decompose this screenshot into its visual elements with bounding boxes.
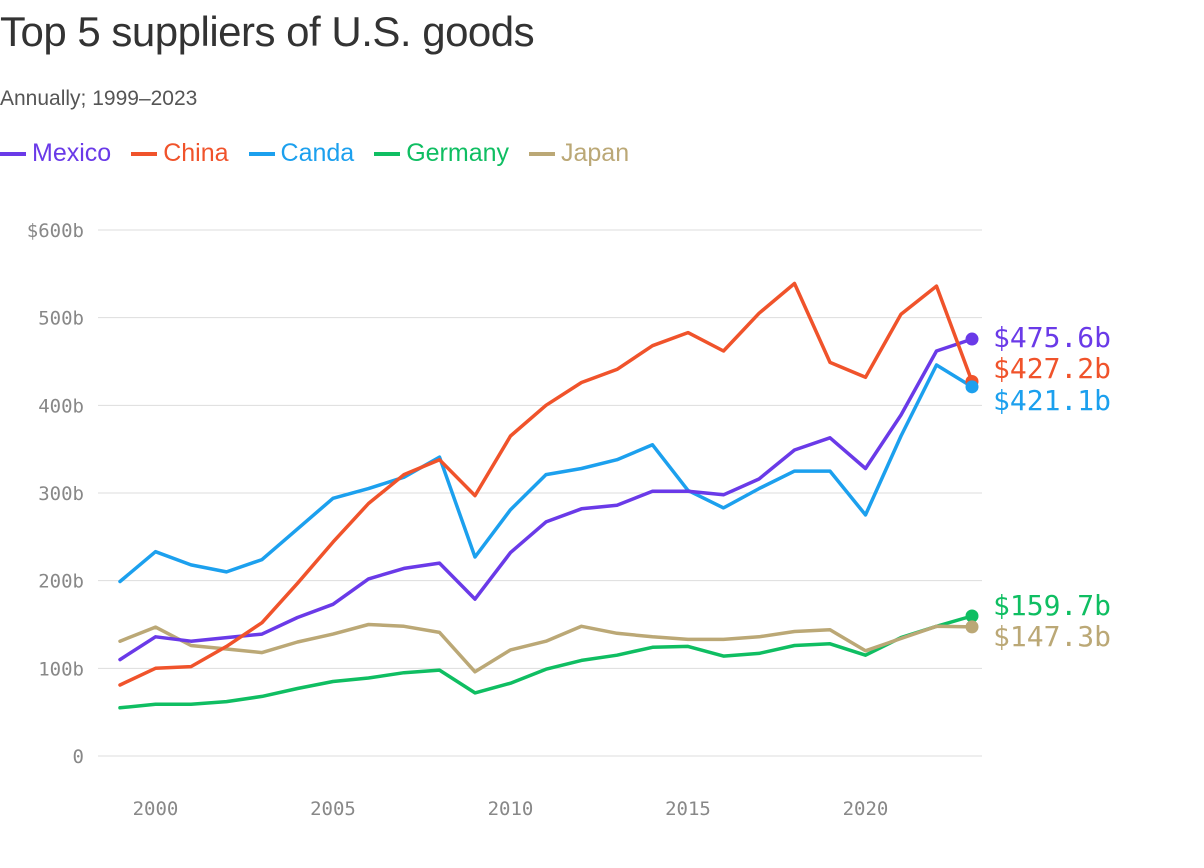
series-line-japan (118, 622, 974, 674)
end-point-germany (965, 609, 979, 623)
legend-label: Mexico (32, 139, 112, 167)
legend-item-japan: Japan (529, 139, 629, 168)
legend-swatch (374, 151, 401, 156)
series-line-germany (118, 614, 974, 710)
legend-item-germany: Germany (374, 139, 509, 168)
series-line-china (118, 281, 974, 687)
y-tick-label: 100b (38, 658, 84, 680)
legend-label: China (163, 139, 229, 167)
series-line-mexico (118, 337, 974, 662)
x-tick-label: 2005 (310, 798, 356, 820)
legend-label: Germany (406, 139, 509, 167)
x-tick-label: 2020 (843, 798, 889, 820)
chart-subtitle: Annually; 1999–2023 (0, 87, 198, 110)
y-tick-label: 400b (38, 395, 84, 417)
y-tick-label: 0 (73, 746, 84, 768)
legend-label: Japan (561, 139, 630, 167)
legend-item-canda: Canda (248, 139, 355, 168)
x-tick-label: 2010 (488, 798, 534, 820)
chart-title: Top 5 suppliers of U.S. goods (0, 8, 535, 55)
end-label-japan: $147.3b (993, 620, 1111, 653)
y-tick-label: 500b (38, 308, 84, 330)
end-label-germany: $159.7b (993, 589, 1111, 622)
end-point-mexico (965, 332, 979, 346)
end-point-japan (965, 620, 979, 634)
legend-swatch (248, 151, 275, 156)
end-point-canda (965, 380, 979, 394)
legend-label: Canda (280, 139, 355, 167)
end-label-china: $427.2b (993, 352, 1111, 385)
y-tick-label: 200b (38, 571, 84, 593)
legend-swatch (529, 151, 555, 156)
legend-swatch (0, 151, 26, 156)
legend: Mexico China Canda Germany Japan (0, 139, 649, 168)
end-label-canda: $421.1b (993, 384, 1111, 417)
legend-item-china: China (131, 139, 229, 168)
y-tick-label: 300b (38, 483, 84, 505)
legend-item-mexico: Mexico (0, 139, 111, 168)
x-tick-label: 2000 (133, 798, 179, 820)
end-label-mexico: $475.6b (993, 321, 1111, 354)
series-line-canda (118, 363, 974, 584)
x-tick-label: 2015 (665, 798, 711, 820)
legend-swatch (131, 151, 158, 156)
y-tick-label: $600b (27, 220, 84, 242)
